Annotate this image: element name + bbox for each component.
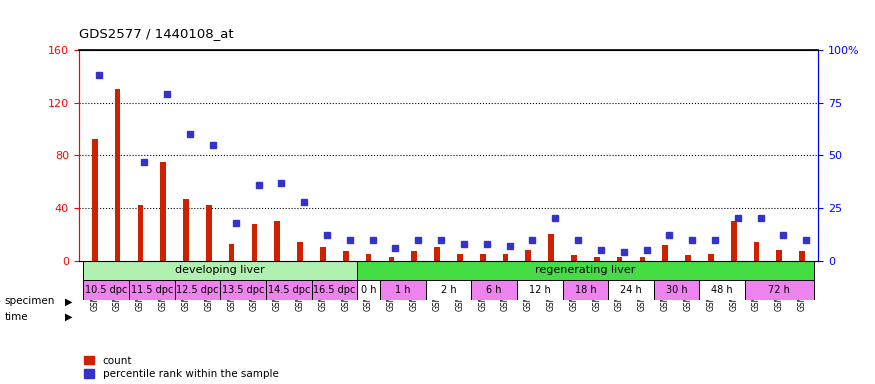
Bar	[83, 261, 357, 280]
Text: time: time	[4, 312, 28, 322]
Bar	[608, 280, 654, 300]
Text: 1 h: 1 h	[395, 285, 410, 295]
Text: 13.5 dpc: 13.5 dpc	[222, 285, 264, 295]
Bar	[320, 247, 326, 261]
Bar	[457, 254, 463, 261]
Text: 12.5 dpc: 12.5 dpc	[176, 285, 219, 295]
Bar	[746, 280, 814, 300]
Bar	[175, 280, 220, 300]
Bar	[206, 205, 212, 261]
Text: 2 h: 2 h	[441, 285, 456, 295]
Bar	[434, 247, 440, 261]
Bar	[92, 139, 98, 261]
Text: 14.5 dpc: 14.5 dpc	[268, 285, 310, 295]
Bar	[699, 280, 746, 300]
Text: ▶: ▶	[65, 296, 73, 306]
Bar	[425, 280, 472, 300]
Bar	[366, 254, 371, 261]
Bar	[357, 280, 380, 300]
Bar	[472, 280, 517, 300]
Bar	[115, 89, 121, 261]
Bar	[753, 242, 760, 261]
Bar	[640, 257, 645, 261]
Bar	[380, 280, 425, 300]
Bar	[220, 280, 266, 300]
Bar	[298, 242, 303, 261]
Text: 11.5 dpc: 11.5 dpc	[130, 285, 173, 295]
Bar	[388, 257, 395, 261]
Bar	[160, 162, 166, 261]
Bar	[662, 245, 668, 261]
Text: 10.5 dpc: 10.5 dpc	[85, 285, 128, 295]
Bar	[252, 224, 257, 261]
Bar	[343, 252, 348, 261]
Bar	[799, 252, 805, 261]
Bar	[594, 257, 599, 261]
Bar	[411, 252, 417, 261]
Bar	[228, 243, 234, 261]
Bar	[502, 254, 508, 261]
Bar	[549, 234, 554, 261]
Bar	[563, 280, 608, 300]
Bar	[275, 221, 280, 261]
Text: GDS2577 / 1440108_at: GDS2577 / 1440108_at	[79, 27, 234, 40]
Bar	[708, 254, 714, 261]
Bar	[183, 199, 189, 261]
Text: 16.5 dpc: 16.5 dpc	[313, 285, 355, 295]
Bar	[617, 257, 622, 261]
Text: 18 h: 18 h	[575, 285, 596, 295]
Text: 72 h: 72 h	[768, 285, 790, 295]
Text: ▶: ▶	[65, 312, 73, 322]
Bar	[129, 280, 175, 300]
Bar	[654, 280, 699, 300]
Bar	[731, 221, 737, 261]
Bar	[312, 280, 357, 300]
Text: 48 h: 48 h	[711, 285, 733, 295]
Bar	[266, 280, 312, 300]
Bar	[776, 250, 782, 261]
Bar	[137, 205, 144, 261]
Text: developing liver: developing liver	[175, 265, 265, 275]
Bar	[526, 250, 531, 261]
Text: 0 h: 0 h	[360, 285, 376, 295]
Bar	[517, 280, 563, 300]
Text: regenerating liver: regenerating liver	[536, 265, 635, 275]
Bar	[480, 254, 486, 261]
Bar	[357, 261, 814, 280]
Text: specimen: specimen	[4, 296, 55, 306]
Bar	[571, 255, 577, 261]
Legend: count, percentile rank within the sample: count, percentile rank within the sample	[84, 356, 278, 379]
Bar	[685, 255, 691, 261]
Text: 12 h: 12 h	[528, 285, 550, 295]
Text: 30 h: 30 h	[666, 285, 688, 295]
Text: 24 h: 24 h	[620, 285, 642, 295]
Text: 6 h: 6 h	[487, 285, 502, 295]
Bar	[83, 280, 129, 300]
